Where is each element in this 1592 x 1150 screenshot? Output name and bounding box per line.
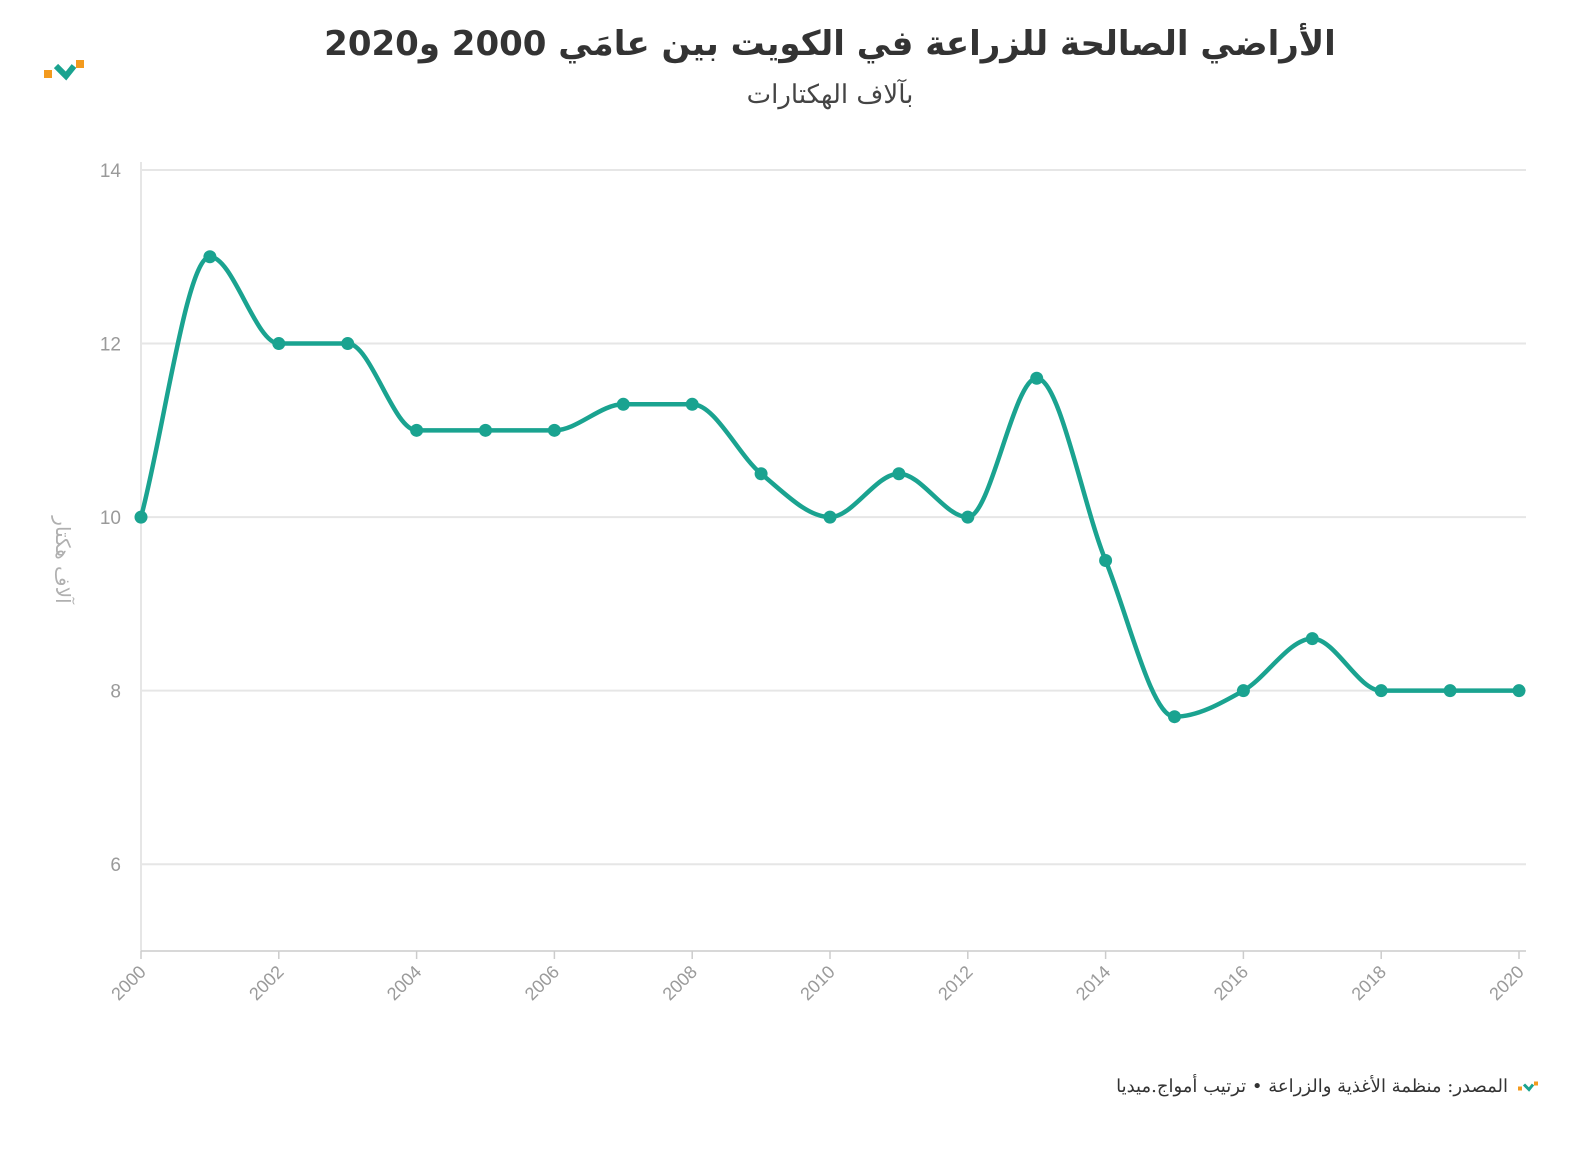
data-point-2000[interactable]	[134, 510, 148, 524]
x-tick-label: 2014	[1072, 962, 1114, 1004]
source-text: المصدر: منظمة الأغذية والزراعة • ترتيب أ…	[1116, 1076, 1508, 1097]
x-tick-label: 2010	[796, 962, 838, 1004]
data-point-2015[interactable]	[1168, 710, 1181, 724]
grid-layer	[141, 169, 1526, 866]
data-point-2017[interactable]	[1305, 632, 1319, 646]
series-line	[138, 254, 1519, 719]
y-tick-label: 10	[100, 508, 121, 529]
brand-logo-icon	[44, 60, 84, 81]
data-point-2011[interactable]	[892, 467, 906, 481]
chart-title: الأراضي الصالحة للزراعة في الكويت بين عا…	[324, 24, 1336, 64]
data-point-2020[interactable]	[1512, 684, 1526, 698]
label-layer: 6 8 10 12 14 2000 2002 2004 2006 2008 2010 2012 2014…	[51, 161, 1528, 1004]
x-tick-label: 2018	[1348, 962, 1390, 1004]
x-tick-label: 2004	[383, 962, 425, 1004]
y-tick-label: 14	[100, 161, 122, 182]
marker-layer	[134, 250, 1526, 724]
y-axis-title: آلاف هكتار	[51, 515, 76, 605]
data-point-2018[interactable]	[1374, 684, 1388, 698]
data-point-2009[interactable]	[754, 467, 768, 481]
y-tick-label: 6	[110, 855, 121, 876]
y-tick-label: 12	[100, 335, 121, 356]
data-point-2012[interactable]	[961, 510, 975, 524]
x-tick-label: 2008	[659, 962, 701, 1004]
line-chart: 6 8 10 12 14 2000 2002 2004 2006 2008 2010 2012 2014…	[51, 161, 1528, 1004]
footer-logo-icon	[1518, 1081, 1538, 1092]
data-point-2010[interactable]	[823, 510, 837, 524]
data-point-2004[interactable]	[410, 423, 424, 437]
x-tick-label: 2016	[1210, 962, 1252, 1004]
x-tick-label: 2012	[934, 962, 976, 1004]
data-point-2016[interactable]	[1236, 684, 1250, 698]
axis-layer	[140, 162, 1526, 959]
data-point-2019[interactable]	[1443, 684, 1457, 698]
data-point-2006[interactable]	[547, 423, 561, 437]
data-point-2005[interactable]	[479, 423, 492, 437]
data-point-2008[interactable]	[685, 397, 699, 411]
line-layer	[138, 254, 1519, 719]
data-point-2002[interactable]	[272, 337, 286, 351]
x-tick-label: 2000	[107, 962, 149, 1004]
x-tick-label: 2002	[245, 962, 287, 1004]
x-tick-label: 2020	[1485, 962, 1527, 1004]
x-tick-label: 2006	[521, 962, 563, 1004]
chart-subtitle: بآلاف الهكتارات	[746, 80, 914, 110]
data-point-2014[interactable]	[1099, 554, 1113, 567]
y-tick-label: 8	[110, 682, 121, 703]
footer: المصدر: منظمة الأغذية والزراعة • ترتيب أ…	[1116, 1076, 1540, 1097]
data-point-2001[interactable]	[203, 250, 217, 264]
data-point-2013[interactable]	[1030, 371, 1044, 385]
logo-orange-square	[44, 70, 52, 78]
data-point-2007[interactable]	[616, 397, 630, 411]
logo-teal-stroke	[53, 63, 77, 81]
logo-orange-square-2	[76, 60, 84, 68]
data-point-2003[interactable]	[341, 337, 355, 351]
